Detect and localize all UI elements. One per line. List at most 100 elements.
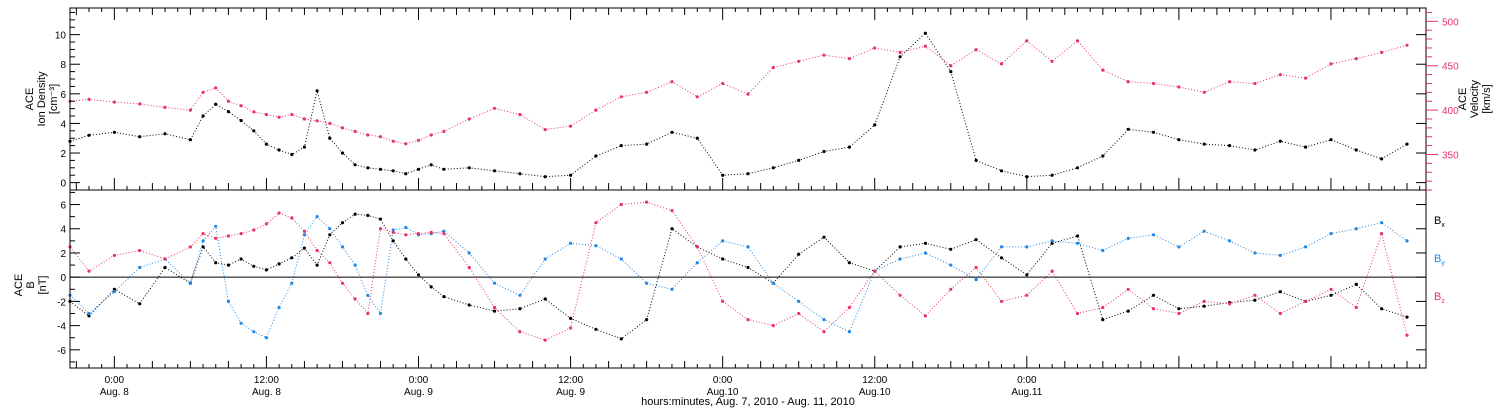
velocity-point <box>746 92 750 96</box>
bottom-left-tick-label: 2 <box>60 249 66 260</box>
x-tick-label-time: 0:00 <box>713 375 733 386</box>
by-point <box>619 257 623 261</box>
bz-point <box>974 265 978 270</box>
density-point <box>721 173 725 177</box>
velocity-point <box>328 121 332 125</box>
by-point <box>847 330 852 334</box>
velocity-point <box>873 46 877 50</box>
by-point <box>239 321 243 325</box>
velocity-point <box>353 129 357 133</box>
by-point <box>1405 239 1409 243</box>
bz-point <box>645 200 649 204</box>
by-point <box>1278 253 1282 257</box>
by-point <box>252 330 256 334</box>
velocity-point <box>1278 73 1282 77</box>
density-point <box>378 167 383 171</box>
density-point <box>594 154 598 158</box>
by-point <box>543 257 547 261</box>
density-point <box>797 158 801 162</box>
velocity-point <box>366 133 370 137</box>
by-point <box>1380 221 1384 225</box>
bz-point <box>302 229 306 233</box>
velocity-point <box>1075 39 1080 43</box>
by-point <box>670 287 674 291</box>
bottom-panel-points <box>68 200 1409 342</box>
velocity-point <box>302 117 306 121</box>
bx-point <box>442 295 446 299</box>
bx-point <box>1050 241 1054 245</box>
bx-point <box>1151 293 1156 297</box>
bx-point <box>1354 282 1358 286</box>
top-right-axis-label-line3: [km/s] <box>1481 84 1493 113</box>
by-point <box>594 244 598 248</box>
velocity-point <box>239 104 243 108</box>
velocity-point <box>290 112 294 117</box>
density-point <box>1025 175 1029 179</box>
density-point <box>201 114 205 118</box>
bx-point <box>290 256 294 260</box>
bz-point <box>1126 287 1130 291</box>
density-point <box>543 175 547 179</box>
velocity-point <box>340 126 345 130</box>
bx-point <box>302 246 306 250</box>
velocity-point <box>378 135 383 139</box>
by-point <box>226 299 230 303</box>
density-series-line <box>69 32 1408 178</box>
bx-point <box>1380 307 1384 311</box>
bz-point <box>239 232 243 236</box>
bz-point <box>1025 293 1029 297</box>
velocity-point <box>442 129 446 133</box>
x-tick-label-date: Aug. 9 <box>556 387 585 398</box>
density-point <box>214 102 218 106</box>
x-tick-label-time: 12:00 <box>254 375 279 386</box>
bx-point <box>746 265 750 270</box>
top-right-tick-label: 400 <box>1442 106 1459 117</box>
velocity-point <box>1177 85 1181 89</box>
bz-point <box>290 216 294 220</box>
by-point <box>1177 245 1181 249</box>
bz-point <box>771 324 775 328</box>
legend: Bx By Bz <box>1434 215 1445 305</box>
density-point <box>328 136 332 140</box>
density-point <box>1050 173 1054 177</box>
density-point <box>467 166 471 170</box>
bz-point <box>416 232 421 236</box>
bz-point <box>315 248 319 253</box>
bz-point <box>492 305 497 310</box>
velocity-point <box>404 142 408 146</box>
bx-point <box>518 307 522 311</box>
density-point <box>645 142 649 146</box>
bx-point <box>1278 290 1282 294</box>
velocity-point <box>721 81 725 86</box>
x-tick-label-time: 12:00 <box>862 375 887 386</box>
density-point <box>188 138 192 142</box>
bz-point <box>1202 299 1206 303</box>
density-point <box>1202 142 1206 146</box>
legend-bz: Bz <box>1434 291 1445 305</box>
density-point <box>315 89 319 93</box>
velocity-point <box>1101 68 1105 72</box>
bz-point <box>619 202 623 207</box>
density-point <box>771 166 775 170</box>
by-point <box>214 224 218 228</box>
by-point <box>999 245 1004 249</box>
bz-point <box>1253 293 1257 297</box>
by-point <box>898 257 902 261</box>
bz-point <box>378 227 383 231</box>
top-right-axis-label-line1: ACE <box>1457 88 1469 111</box>
density-point <box>429 163 433 167</box>
by-point <box>404 225 408 230</box>
velocity-point <box>1354 57 1358 61</box>
bz-point <box>1151 307 1156 311</box>
bz-point <box>429 230 433 234</box>
velocity-point <box>264 112 268 117</box>
density-point <box>1354 148 1358 152</box>
bz-point <box>112 253 116 257</box>
bottom-left-axis-label-line3: [nT] <box>37 276 49 295</box>
bz-point <box>949 287 953 291</box>
velocity-point <box>391 139 395 143</box>
density-point <box>518 172 522 176</box>
bx-point <box>1126 309 1130 313</box>
